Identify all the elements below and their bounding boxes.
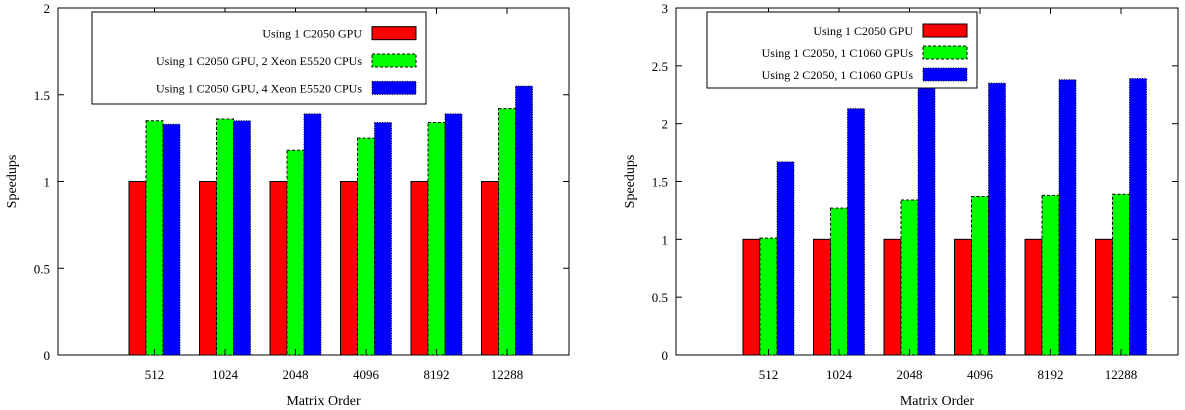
- bar-8192-series-2: [427, 122, 446, 356]
- x-tick-label: 12288: [1105, 367, 1138, 382]
- bar-8192-series-1: [1024, 238, 1043, 356]
- bar-8192-series-3: [1058, 79, 1077, 356]
- bar-512-series-1: [128, 181, 147, 356]
- x-tick-label: 12288: [491, 367, 524, 382]
- bar-4096-series-1: [340, 181, 358, 356]
- y-tick-label: 2: [44, 1, 51, 16]
- x-axis-label: Matrix Order: [900, 394, 975, 409]
- bar-4096-series-3: [988, 82, 1006, 356]
- bar-1024-series-3: [233, 120, 251, 356]
- legend-entry-2: Using 1 C2050, 1 C1060 GPUs: [762, 46, 914, 60]
- legend: Using 1 C2050 GPU Using 1 C2050 GPU, 2 Xe…: [91, 11, 427, 105]
- y-tick-label: 2: [662, 117, 669, 132]
- legend-swatch-3: [922, 67, 968, 82]
- y-tick-label: 1: [44, 175, 51, 190]
- legend-entry-1: Using 1 C2050 GPU: [262, 27, 362, 41]
- bar-8192-series-3: [444, 113, 463, 356]
- bar-2048-series-3: [303, 113, 322, 356]
- bar-1024-series-1: [813, 238, 831, 356]
- legend-entry-3: Using 1 C2050 GPU, 4 Xeon E5520 CPUs: [156, 81, 362, 95]
- x-tick-label: 1024: [826, 367, 853, 382]
- legend-entry-1: Using 1 C2050 GPU: [813, 24, 913, 38]
- x-tick-label: 4096: [967, 367, 994, 382]
- x-tick-label: 8192: [424, 367, 450, 382]
- bar-512-series-1: [742, 238, 761, 356]
- legend-swatch-1: [371, 26, 417, 41]
- bar-12288-series-1: [481, 181, 499, 356]
- bar-2048-series-1: [883, 238, 902, 356]
- x-tick-label: 4096: [353, 367, 380, 382]
- y-axis-label: Speedups: [623, 155, 638, 209]
- bar-2048-series-1: [269, 181, 288, 356]
- bar-2048-series-2: [900, 199, 919, 356]
- bar-512-series-2: [759, 237, 778, 356]
- x-tick-label: 2048: [283, 367, 309, 382]
- legend-entry-2: Using 1 C2050 GPU, 2 Xeon E5520 CPUs: [156, 54, 362, 68]
- bar-4096-series-1: [954, 238, 972, 356]
- bar-12288-series-2: [1112, 193, 1130, 356]
- chart-panel-2: 0 0.5 1 1.5 2 2.5 3 Speedups Matrix Order 512 1024…: [623, 1, 1179, 409]
- y-tick-label: 2.5: [652, 59, 668, 74]
- legend-entry-3: Using 2 C2050, 1 C1060 GPUs: [762, 68, 914, 82]
- y-tick-label: 0: [662, 348, 669, 363]
- y-tick-label: 1.5: [652, 175, 668, 190]
- bar-8192-series-1: [410, 181, 429, 356]
- bar-2048-series-2: [286, 149, 305, 356]
- y-axis-label: Speedups: [5, 155, 20, 209]
- bar-1024-series-2: [216, 118, 234, 356]
- y-tick-label: 0: [44, 348, 51, 363]
- x-tick-label: 2048: [897, 367, 923, 382]
- x-axis-label: Matrix Order: [286, 394, 361, 409]
- legend-swatch-2: [922, 45, 968, 60]
- y-tick-label: 0.5: [34, 261, 50, 276]
- legend-swatch-3: [371, 80, 417, 95]
- bar-1024-series-1: [199, 181, 217, 356]
- legend: Using 1 C2050 GPU Using 1 C2050, 1 C1060 …: [706, 11, 978, 89]
- bar-1024-series-2: [830, 207, 848, 356]
- x-tick-label: 512: [145, 367, 165, 382]
- legend-box: [91, 11, 427, 105]
- legend-swatch-1: [922, 23, 968, 38]
- bar-512-series-3: [162, 123, 181, 356]
- legend-swatch-2: [371, 53, 417, 68]
- y-tick-label: 0.5: [652, 290, 668, 305]
- bar-12288-series-1: [1095, 238, 1113, 356]
- bar-4096-series-3: [374, 122, 392, 356]
- bar-8192-series-2: [1041, 194, 1060, 356]
- x-tick-label: 1024: [212, 367, 239, 382]
- bar-12288-series-3: [515, 85, 533, 356]
- bar-4096-series-2: [971, 196, 989, 356]
- bar-12288-series-2: [498, 108, 516, 356]
- y-tick-label: 1.5: [34, 88, 50, 103]
- x-tick-label: 8192: [1038, 367, 1064, 382]
- bar-1024-series-3: [847, 108, 865, 356]
- bar-12288-series-3: [1129, 78, 1147, 356]
- chart-panel-1: 0 0.5 1 1.5 2 Speedups Matrix Order 512 1024 2048…: [5, 1, 570, 409]
- x-tick-label: 512: [759, 367, 779, 382]
- bar-4096-series-2: [357, 137, 375, 356]
- y-tick-label: 1: [662, 232, 669, 247]
- bar-512-series-3: [776, 161, 795, 356]
- bar-2048-series-3: [917, 67, 936, 356]
- y-tick-label: 3: [662, 1, 669, 16]
- bar-512-series-2: [145, 120, 164, 356]
